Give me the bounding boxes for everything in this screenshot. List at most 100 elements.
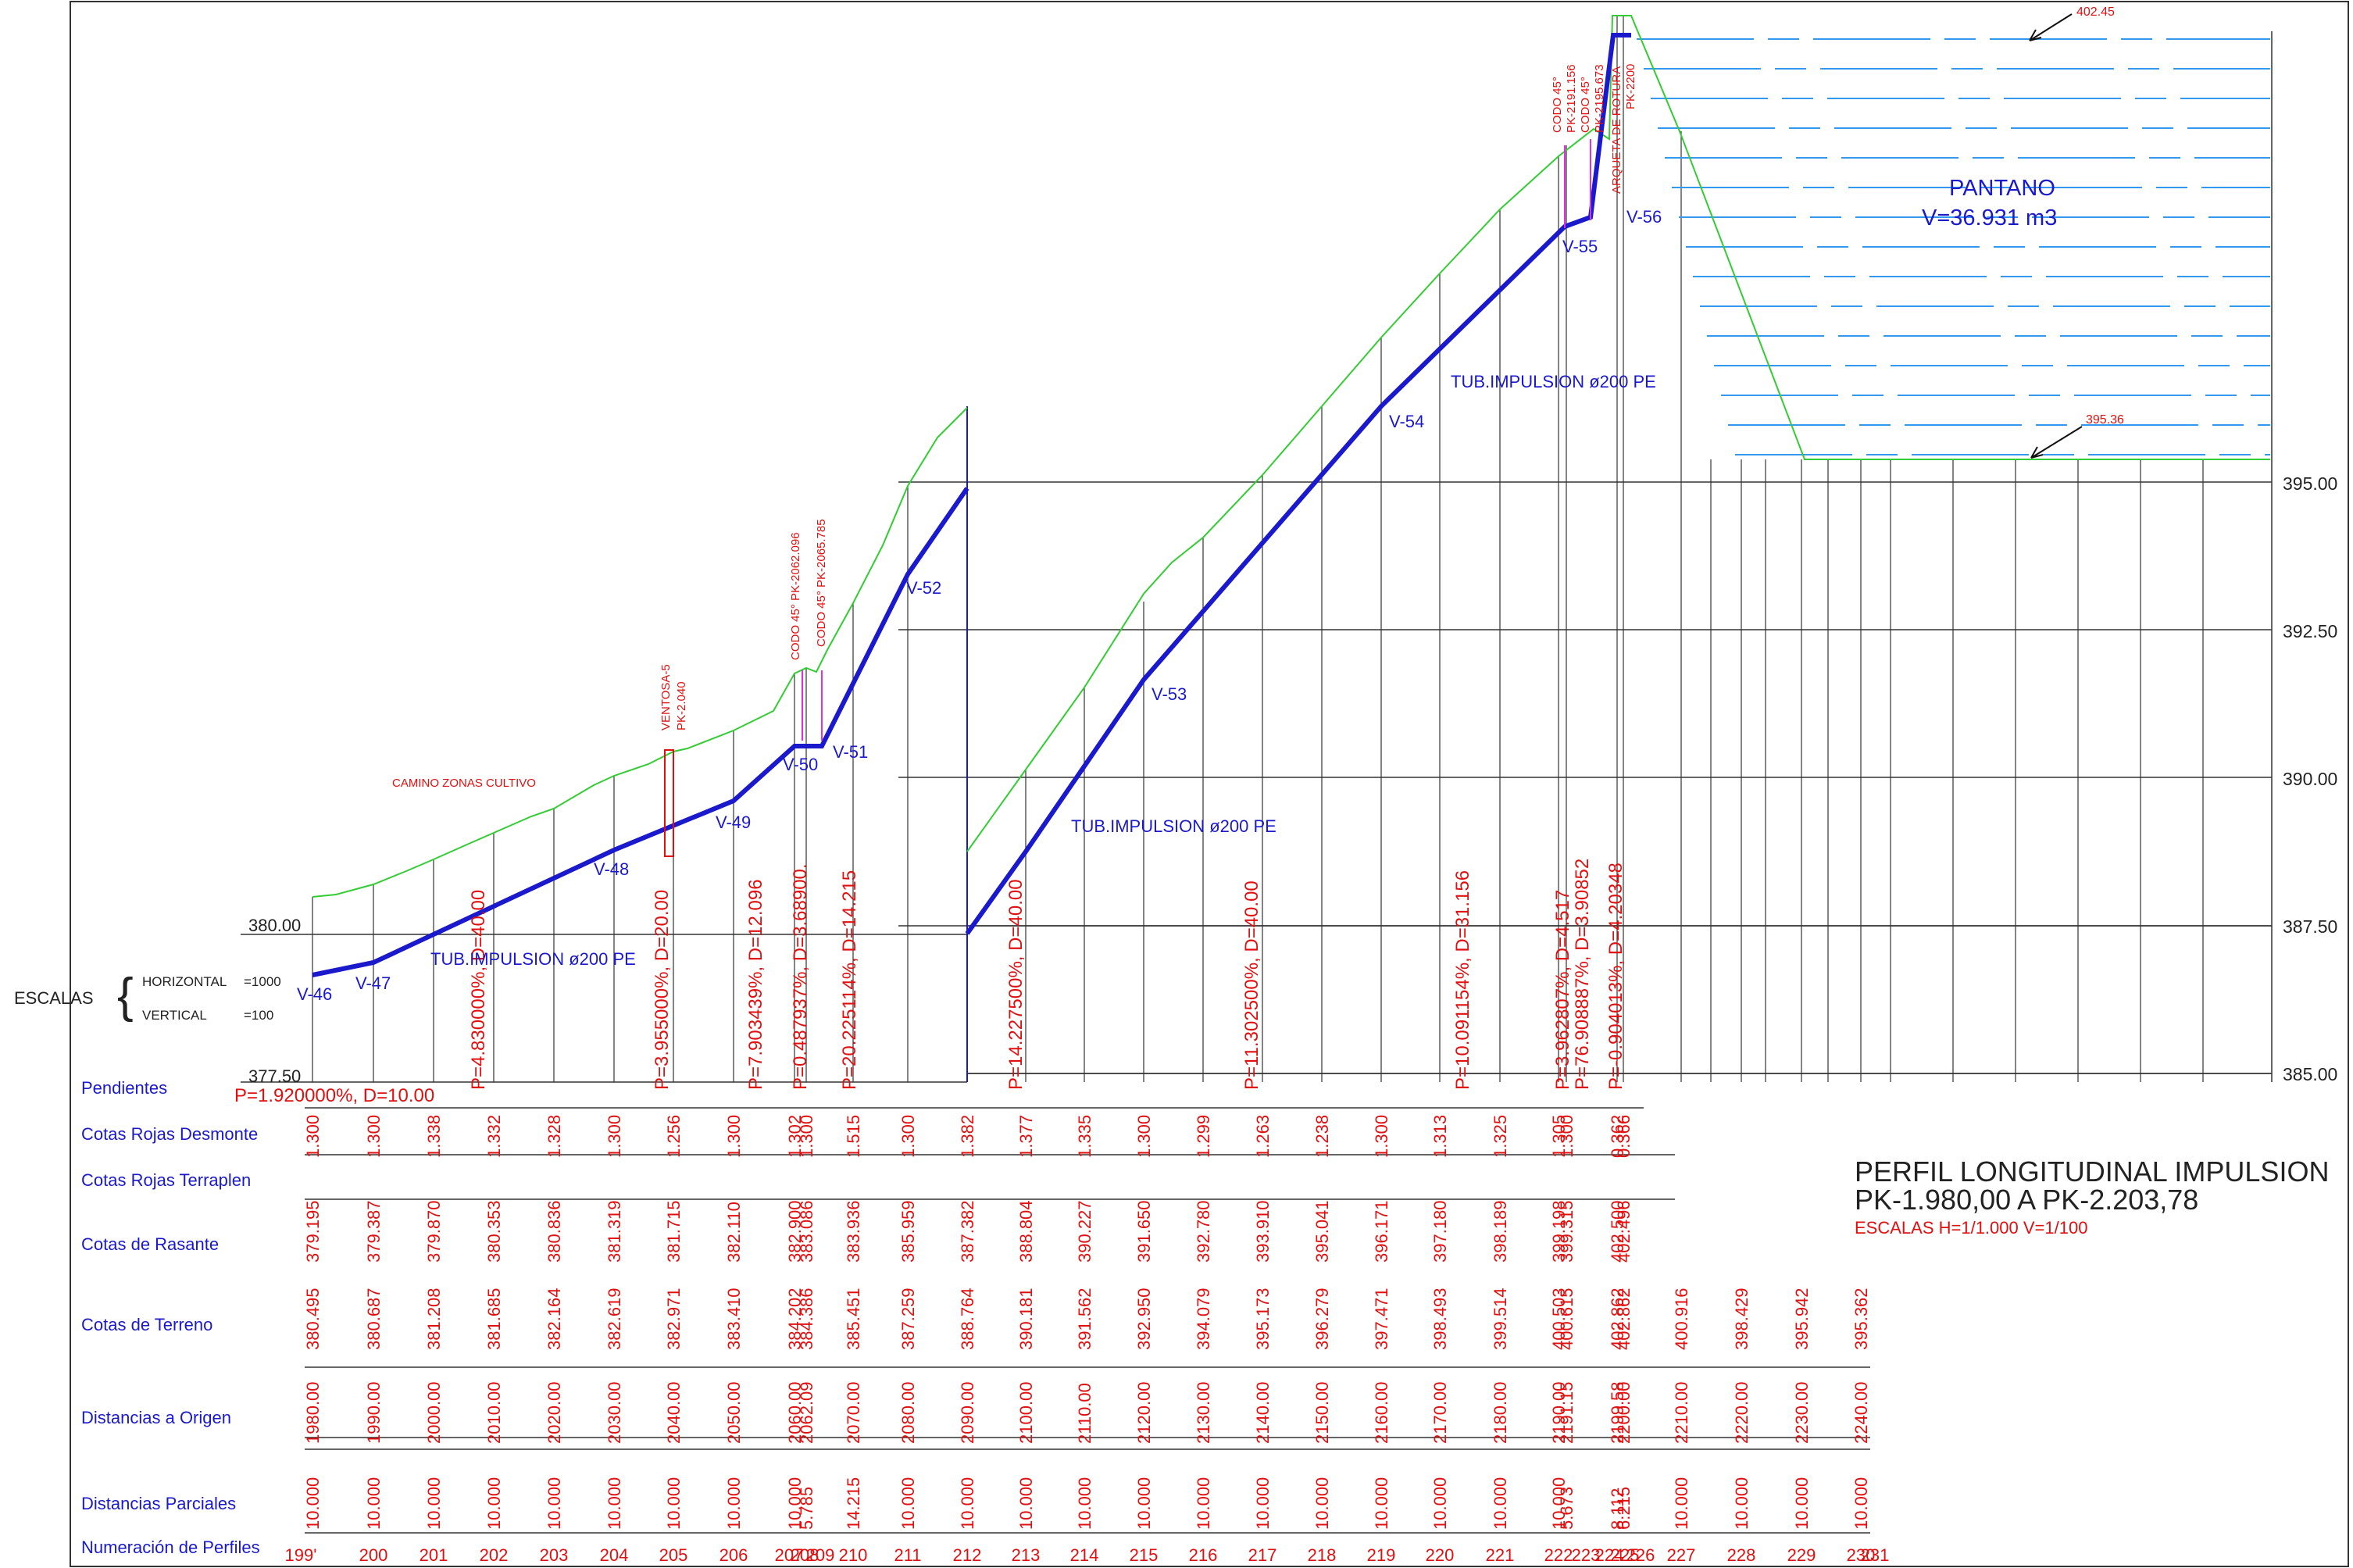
desmonte-value: 1.382 [958, 1115, 977, 1158]
table-row-title: Numeración de Perfiles [81, 1538, 260, 1557]
table-row-title: Cotas de Rasante [81, 1234, 219, 1254]
terreno-value: 400.615 [1557, 1288, 1576, 1350]
parcial-value: 10.000 [1194, 1477, 1213, 1530]
parcial-value: 10.000 [785, 1477, 805, 1530]
pantano-level-bottom: 395.36 [2086, 413, 2124, 427]
scales-vertical-value: =100 [244, 1008, 273, 1023]
terreno-value: 402.862 [1608, 1288, 1627, 1350]
terrain-line [312, 15, 2270, 898]
perfil-number: 218 [1308, 1545, 1337, 1565]
origen-value: 2230.00 [1792, 1381, 1812, 1444]
codo-label: CODO 45° [1551, 77, 1564, 133]
desmonte-value: 1.377 [1016, 1115, 1036, 1158]
slope-label: P=11.302500%, D=40.00 [1241, 880, 1262, 1090]
rasante-value: 381.715 [664, 1200, 684, 1263]
perfil-number: 211 [894, 1545, 921, 1565]
rasante-value: 380.836 [545, 1200, 564, 1263]
rasante-value: 396.171 [1372, 1200, 1391, 1263]
terreno-value: 395.942 [1792, 1288, 1812, 1350]
terreno-value: 391.562 [1075, 1288, 1094, 1350]
arqueta-pk: PK-2200 [1624, 64, 1637, 109]
scales-horizontal-value: =1000 [244, 974, 281, 989]
rasante-value: 380.353 [484, 1200, 504, 1263]
terreno-value: 387.259 [898, 1288, 918, 1350]
slope-label: P=14.227500%, D=40.00 [1005, 879, 1027, 1090]
parcial-value: 10.000 [1491, 1477, 1510, 1530]
pipe-label: TUB.IMPULSION ø200 PE [1071, 816, 1276, 836]
rasante-value: 397.180 [1430, 1200, 1450, 1263]
parcial-value: 10.000 [724, 1477, 744, 1530]
terreno-value: 395.362 [1851, 1288, 1871, 1350]
perfil-number: 229 [1787, 1545, 1816, 1565]
perfil-number: 203 [540, 1545, 569, 1565]
scales-label: ESCALAS [14, 988, 94, 1008]
perfil-number: 206 [719, 1545, 748, 1565]
terreno-value: 397.471 [1372, 1288, 1391, 1350]
terreno-value: 382.971 [664, 1288, 684, 1350]
parcial-value: 6.215 [1614, 1487, 1634, 1530]
vertex-label: V-55 [1562, 237, 1598, 256]
right-axis-label: 395.00 [2283, 473, 2337, 494]
parcial-value: 10.000 [605, 1477, 624, 1530]
perfil-number: 225 [1611, 1545, 1640, 1565]
rasante-value: 393.910 [1253, 1200, 1273, 1263]
origen-value: 2010.00 [484, 1381, 504, 1444]
terreno-value: 384.202 [785, 1288, 805, 1350]
ventosa-label: VENTOSA-5 [659, 664, 673, 730]
origen-value: 2050.00 [724, 1381, 744, 1444]
terreno-value: 400.503 [1549, 1288, 1569, 1350]
origen-value: 2030.00 [605, 1381, 624, 1444]
origen-value: 1990.00 [364, 1381, 384, 1444]
desmonte-value: 1.338 [424, 1115, 444, 1158]
parcial-value: 10.000 [664, 1477, 684, 1530]
parcial-value: 10.000 [1134, 1477, 1154, 1530]
perfil-number: 200 [359, 1545, 388, 1565]
pipe-label: TUB.IMPULSION ø200 PE [430, 949, 636, 969]
desmonte-value: 1.263 [1253, 1115, 1273, 1158]
parcial-value: 10.000 [1253, 1477, 1273, 1530]
perfil-number: 207 [775, 1545, 804, 1565]
pantano-name: PANTANO [1949, 176, 2055, 201]
parcial-value: 5.673 [1557, 1487, 1576, 1530]
terreno-value: 396.279 [1312, 1288, 1332, 1350]
parcial-value: 8.112 [1608, 1488, 1627, 1530]
perfil-number: 231 [1861, 1545, 1890, 1565]
rasante-value: 390.227 [1075, 1200, 1094, 1263]
rasante-value: 383.936 [844, 1200, 863, 1263]
perfil-number: 219 [1367, 1545, 1396, 1565]
perfil-number: 226 [1626, 1545, 1655, 1565]
terreno-value: 399.514 [1491, 1288, 1510, 1350]
perfil-number: 210 [839, 1545, 868, 1565]
parcial-value: 5.785 [797, 1487, 816, 1530]
terreno-value: 392.950 [1134, 1288, 1154, 1350]
vertex-label: V-50 [783, 755, 818, 774]
desmonte-value: 1.256 [664, 1115, 684, 1158]
level-arrow-bottom [2030, 426, 2083, 459]
desmonte-value: 1.300 [724, 1115, 744, 1158]
desmonte-value: 1.300 [797, 1115, 816, 1158]
desmonte-value: 1.300 [605, 1115, 624, 1158]
origen-value: 2000.00 [424, 1381, 444, 1444]
slope-label: P=20.225114%, D=14.215 [839, 870, 860, 1090]
desmonte-value: 1.332 [484, 1115, 504, 1158]
codo-label: CODO 45° [1579, 77, 1592, 133]
perfil-number: 208 [791, 1545, 819, 1565]
table-row-title: Cotas Rojas Desmonte [81, 1124, 258, 1144]
parcial-value: 10.000 [1732, 1477, 1751, 1530]
origen-value: 1980.00 [303, 1381, 323, 1444]
desmonte-value: 1.328 [545, 1115, 564, 1158]
origen-value: 2240.00 [1851, 1381, 1871, 1444]
terreno-value: 402.862 [1614, 1288, 1634, 1350]
vertex-label: V-46 [297, 984, 332, 1004]
parcial-value: 10.000 [1075, 1477, 1094, 1530]
vertex-label: V-49 [716, 813, 751, 832]
right-axis-label: 392.50 [2283, 621, 2337, 641]
parcial-value: 14.215 [844, 1477, 863, 1530]
rasante-value: 382.110 [724, 1202, 744, 1263]
parcial-value: 10.000 [1312, 1477, 1332, 1530]
title-line-1: PERFIL LONGITUDINAL IMPULSION [1855, 1155, 2329, 1188]
slope-labels: P=1.920000%, D=10.00 P=4.830000%, D=40.00… [234, 859, 1626, 1106]
slope-label: P=-0.904013%, D=4.20348 [1605, 863, 1626, 1090]
horizontal-grid [241, 31, 2273, 1083]
perfil-number: 224 [1595, 1545, 1624, 1565]
